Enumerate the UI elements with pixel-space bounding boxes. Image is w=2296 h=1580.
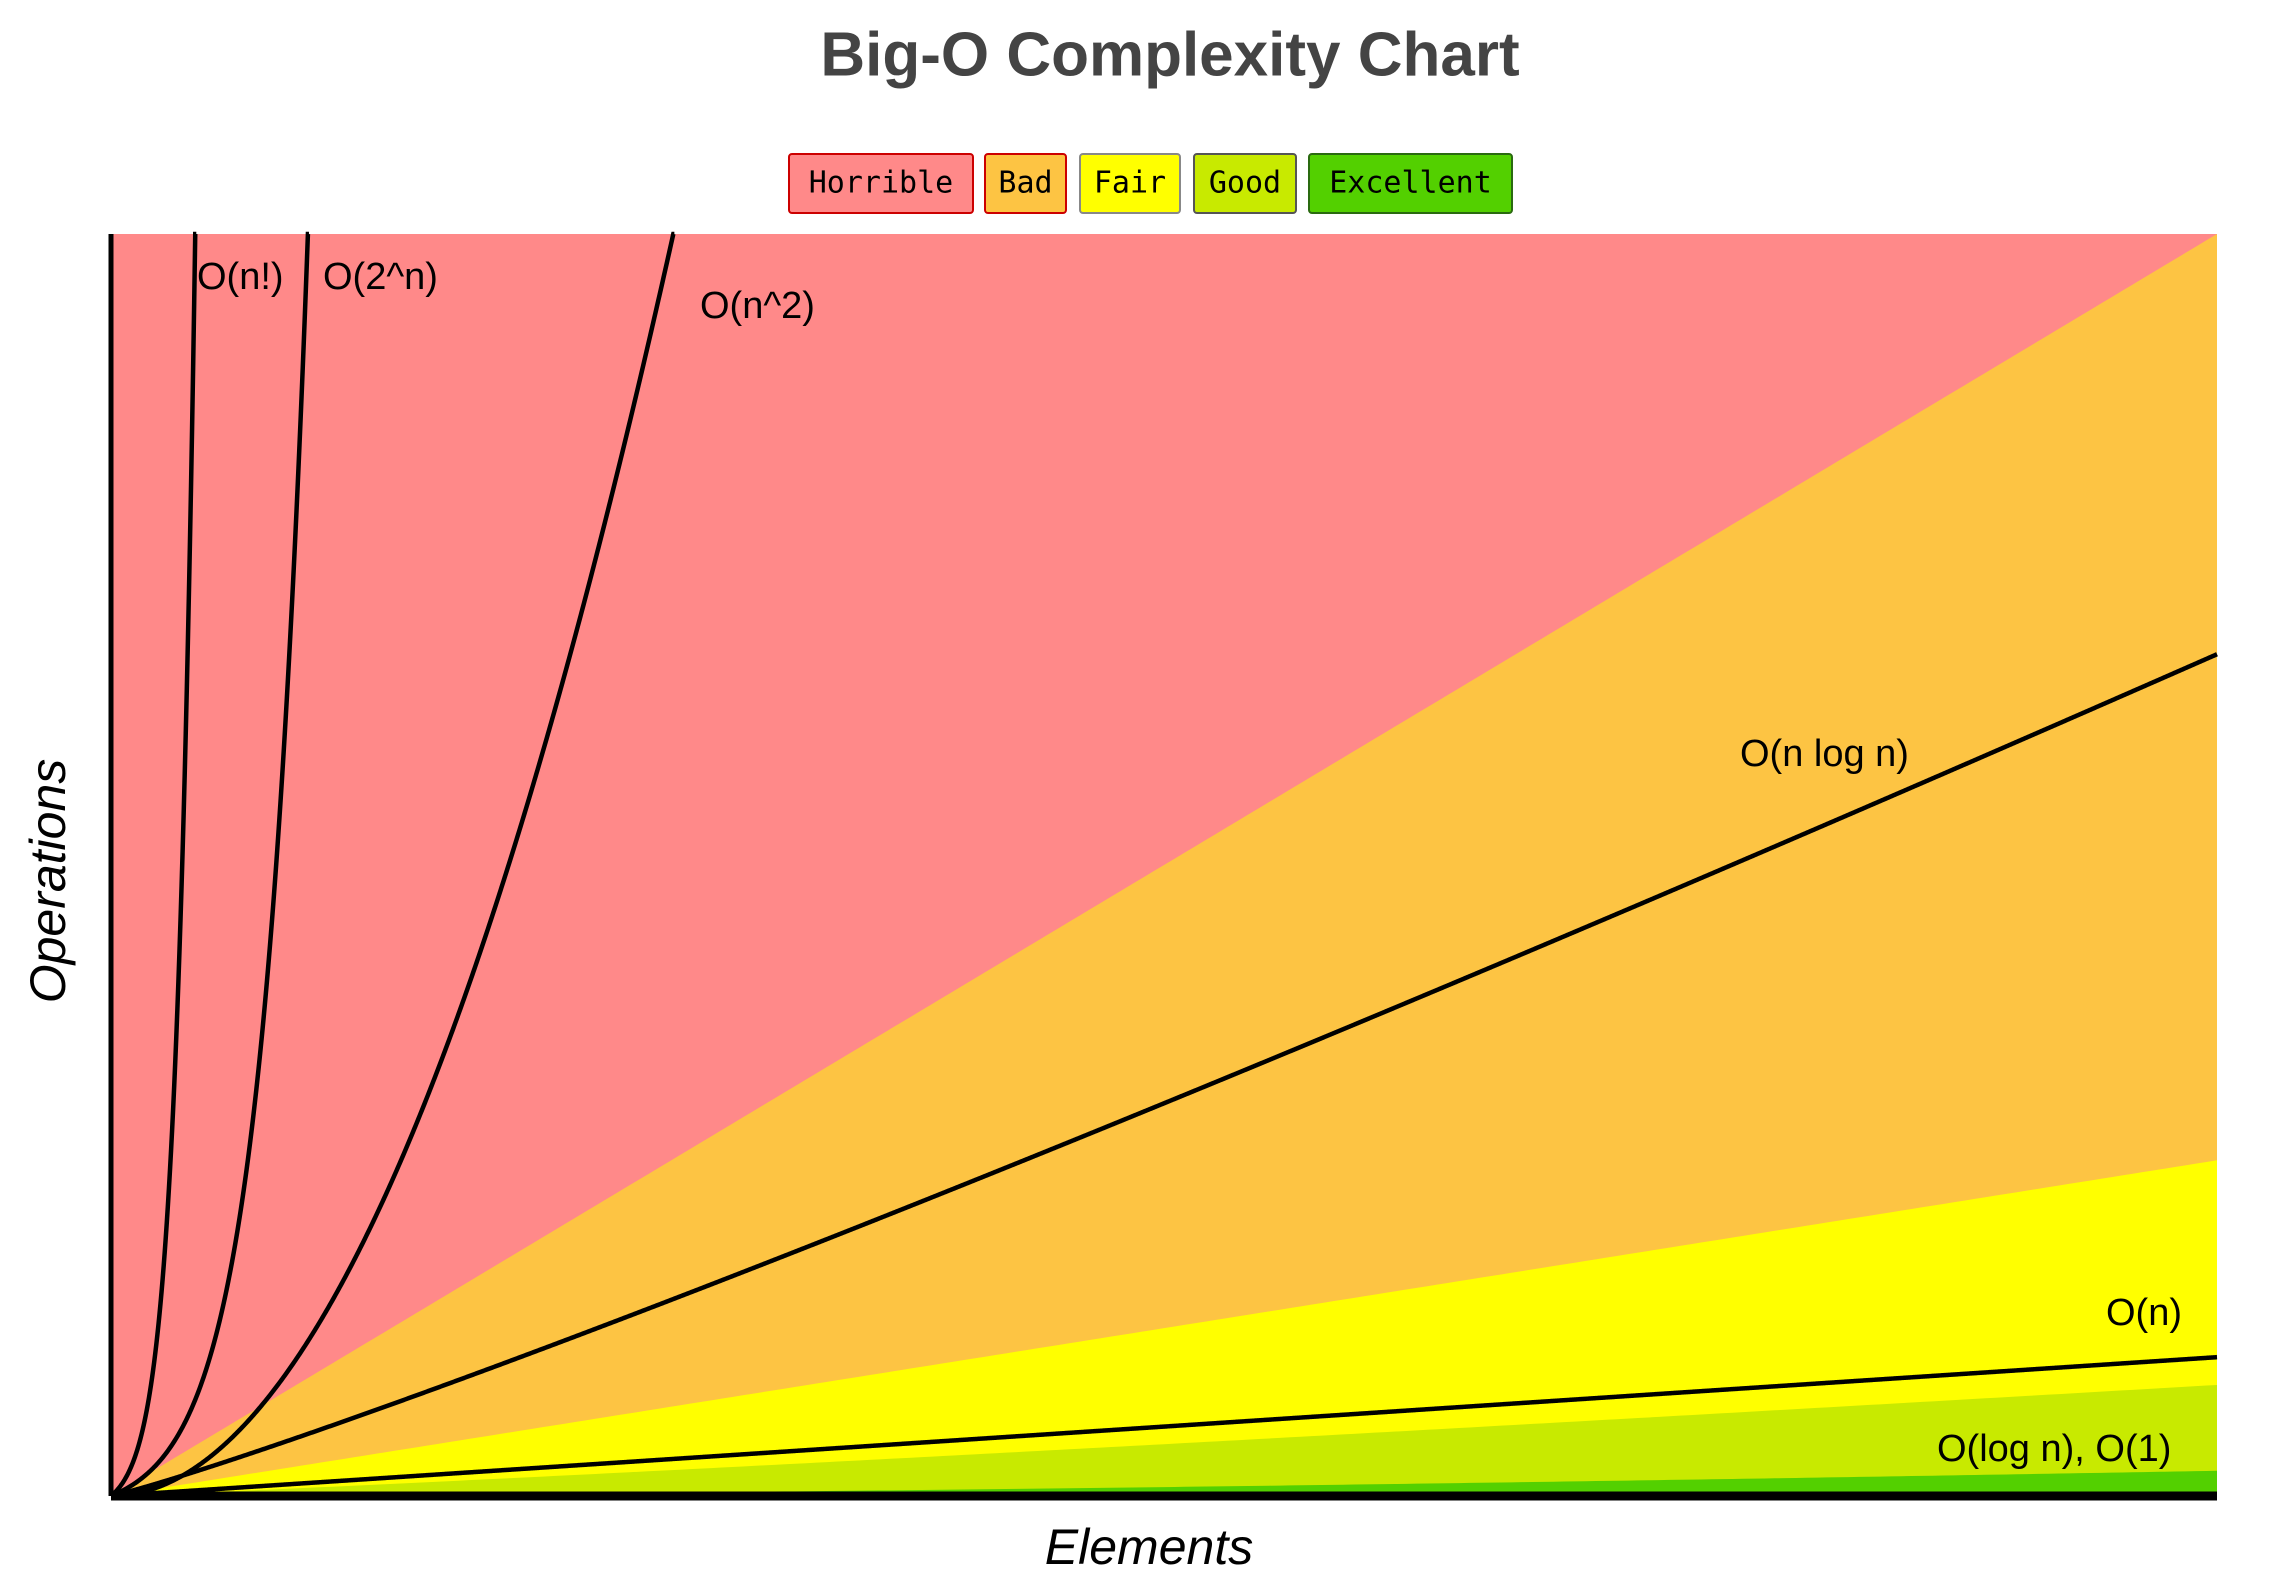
chart-title: Big-O Complexity Chart — [820, 20, 1519, 89]
curves: O(n!) O(2^n) O(n^2) O(n log n) O(n) O(log n),… — [108, 231, 2218, 1501]
region-good — [111, 1384, 2217, 1496]
legend-label: Fair — [1094, 166, 1166, 201]
region-excellent — [111, 1470, 2217, 1496]
curve-quadratic — [111, 231, 676, 1499]
curve-label: O(n!) — [197, 256, 284, 298]
legend-label: Bad — [998, 166, 1052, 201]
legend: Horrible Bad Fair Good Excellent — [788, 153, 1513, 214]
curve-label: O(2^n) — [323, 256, 438, 298]
curve-label: O(n) — [2106, 1292, 2182, 1334]
region-bad — [111, 234, 2217, 1496]
curve-label: O(n^2) — [700, 285, 815, 327]
x-axis-label: Elements — [1045, 1519, 1253, 1575]
legend-swatch — [1193, 153, 1297, 214]
legend-swatch — [984, 153, 1067, 214]
curve-linear — [110, 1354, 2218, 1499]
y-axis-label: Operations — [20, 759, 76, 1004]
regions — [111, 234, 2217, 1496]
legend-label: Good — [1209, 166, 1281, 201]
legend-swatch — [788, 153, 974, 214]
curve-factorial — [109, 231, 198, 1498]
legend-label: Excellent — [1329, 166, 1492, 201]
legend-label: Horrible — [809, 166, 954, 201]
region-fair — [111, 1160, 2217, 1496]
curve-nlogn — [110, 652, 2218, 1499]
curve-label: O(n log n) — [1740, 733, 1909, 775]
curve-exponential — [110, 231, 311, 1499]
curve-label: O(log n), O(1) — [1937, 1428, 2171, 1470]
legend-swatch — [1308, 153, 1513, 214]
legend-swatch — [1079, 153, 1181, 214]
